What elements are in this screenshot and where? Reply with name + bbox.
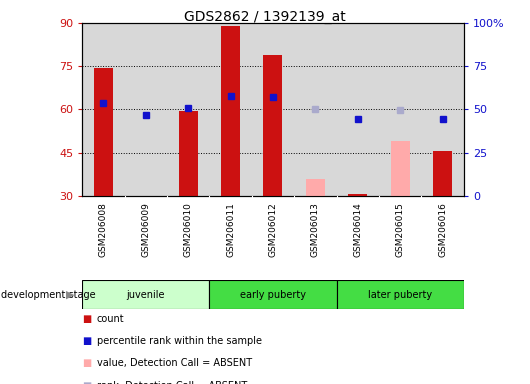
Text: GSM206010: GSM206010 <box>184 203 192 258</box>
FancyBboxPatch shape <box>209 280 337 309</box>
Text: ■: ■ <box>82 358 91 368</box>
Text: early puberty: early puberty <box>240 290 306 300</box>
Text: GDS2862 / 1392139_at: GDS2862 / 1392139_at <box>184 10 346 23</box>
Text: GSM206013: GSM206013 <box>311 203 320 258</box>
Bar <box>306 179 325 196</box>
Text: rank, Detection Call = ABSENT: rank, Detection Call = ABSENT <box>97 381 247 384</box>
Bar <box>221 26 240 196</box>
Text: GSM206011: GSM206011 <box>226 203 235 258</box>
Text: ■: ■ <box>82 336 91 346</box>
Text: GSM206014: GSM206014 <box>354 203 362 257</box>
Text: ■: ■ <box>82 314 91 324</box>
FancyBboxPatch shape <box>337 280 464 309</box>
Text: ■: ■ <box>82 381 91 384</box>
Bar <box>348 194 367 196</box>
Text: juvenile: juvenile <box>127 290 165 300</box>
Text: GSM206012: GSM206012 <box>269 203 277 257</box>
Bar <box>263 55 282 196</box>
Bar <box>391 141 410 196</box>
Text: ▶: ▶ <box>66 290 75 300</box>
Text: value, Detection Call = ABSENT: value, Detection Call = ABSENT <box>97 358 252 368</box>
Bar <box>433 151 452 196</box>
Text: percentile rank within the sample: percentile rank within the sample <box>97 336 262 346</box>
Text: development stage: development stage <box>1 290 96 300</box>
Text: GSM206015: GSM206015 <box>396 203 404 258</box>
FancyBboxPatch shape <box>82 280 209 309</box>
Bar <box>94 68 113 196</box>
Text: GSM206008: GSM206008 <box>99 203 108 258</box>
Text: count: count <box>97 314 125 324</box>
Bar <box>179 111 198 196</box>
Text: later puberty: later puberty <box>368 290 432 300</box>
Text: GSM206016: GSM206016 <box>438 203 447 258</box>
Text: GSM206009: GSM206009 <box>142 203 150 258</box>
